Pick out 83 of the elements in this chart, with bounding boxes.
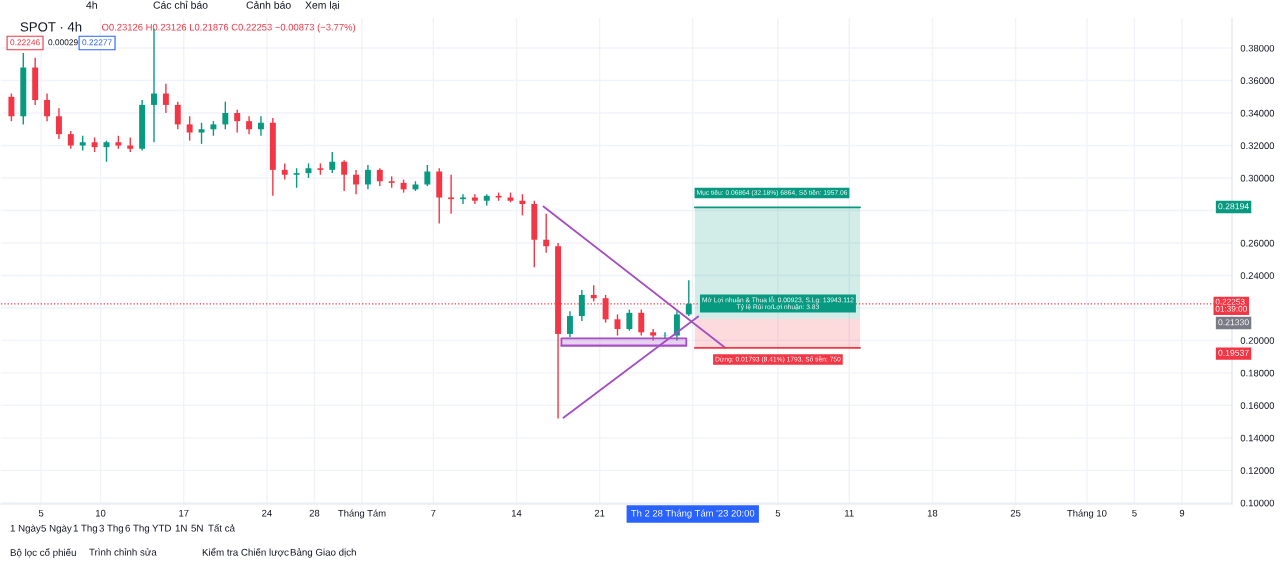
text: 4h: [86, 1, 97, 9]
x-tick-label: 7: [431, 509, 436, 517]
candlestick: [519, 193, 526, 217]
x-tick-label: 14: [511, 509, 522, 517]
y-tick-label: 0.20000: [1240, 337, 1275, 344]
candlestick: [353, 169, 360, 195]
candlestick: [364, 164, 371, 191]
x-tick-label: 10: [96, 509, 106, 517]
y-tick-label: 0.30000: [1240, 174, 1275, 182]
candlestick: [448, 174, 455, 215]
candlestick: [293, 167, 300, 189]
text: Kiểm tra Chiến lược: [202, 547, 289, 558]
text: Tất cả: [208, 524, 236, 532]
text: Bộ lọc cổ phiếu: [10, 548, 76, 558]
text: Xem lại: [305, 1, 340, 11]
candlestick: [626, 308, 633, 332]
candlestick: [55, 107, 62, 140]
text: Bảng Giao dịch: [290, 548, 356, 558]
candlestick: [44, 92, 51, 122]
x-tick-label: 28: [309, 509, 320, 517]
text: 6 Thg: [125, 524, 150, 534]
y-tick-label: 0.24000: [1240, 272, 1275, 279]
x-tick-label: Tháng Tám: [338, 509, 386, 519]
text: 1N: [175, 524, 187, 532]
candlestick: [460, 193, 466, 205]
y-tick-label: 0.26000: [1240, 239, 1275, 247]
x-tick-label: 5: [38, 509, 44, 517]
candlestick: [685, 279, 692, 317]
text: 3 Thg: [99, 524, 124, 534]
candlestick: [162, 83, 169, 114]
y-tick-label: 0.34000: [1240, 109, 1275, 117]
candlestick: [186, 115, 193, 142]
candlestick: [543, 213, 550, 254]
candlestick: [638, 308, 645, 337]
text: 5 Ngày: [41, 524, 72, 534]
y-tick-label: 0.12000: [1240, 467, 1275, 474]
y-tick-label: 0.14000: [1240, 434, 1275, 442]
annotation: 0.19537: [1218, 349, 1249, 356]
y-tick-label: 0.10000: [1240, 499, 1275, 507]
candlestick: [424, 164, 431, 187]
candlestick: [662, 331, 668, 340]
candlestick: [566, 310, 573, 338]
candlestick: [222, 100, 229, 130]
candlestick: [174, 100, 181, 130]
text: 1 Ngày: [10, 524, 41, 534]
candlestick: [329, 151, 336, 174]
y-tick-label: 0.18000: [1240, 369, 1275, 377]
candlestick: [8, 92, 15, 122]
text: 5N: [191, 524, 203, 532]
y-tick-label: 0.38000: [1240, 44, 1275, 52]
text: YTD: [152, 524, 171, 532]
x-tick-label: Tháng 10: [1067, 509, 1107, 519]
annotation: 0.22246: [10, 39, 40, 46]
x-tick-label: 5: [775, 509, 781, 517]
candlestick: [198, 122, 205, 145]
x-tick-label: 11: [845, 509, 854, 517]
text: Các chỉ báo: [153, 0, 208, 9]
candlestick: [234, 109, 241, 134]
annotation: 0.28194: [1218, 203, 1249, 210]
x-tick-label: 25: [1010, 509, 1021, 517]
x-tick-label: 5: [1132, 509, 1137, 517]
candlestick: [257, 115, 264, 137]
x-tick-label: 21: [594, 509, 605, 517]
x-tick-label: Th 2 28 Tháng Tám '23 20:00: [631, 509, 755, 519]
x-tick-label: 24: [262, 509, 272, 517]
text: Trình chỉnh sửa: [89, 548, 157, 556]
text: O0.23126 H0.23126 L0.21876 C0.22253 −0.00873 (−3.77%): [101, 23, 356, 33]
x-tick-label: 17: [179, 509, 189, 517]
annotation: 0.22277: [82, 39, 112, 46]
annotation: 0.00029: [48, 39, 78, 46]
x-tick-label: 9: [1179, 509, 1185, 517]
x-tick-label: 18: [927, 509, 938, 517]
text: Cảnh báo: [246, 0, 291, 9]
annotation: 0.21330: [1218, 319, 1249, 326]
candlestick: [341, 159, 348, 192]
y-tick-label: 0.36000: [1240, 77, 1275, 85]
chart-title: SPOT · 4h: [20, 21, 82, 32]
y-tick-label: 0.32000: [1240, 142, 1275, 150]
y-tick-label: 0.16000: [1240, 402, 1275, 409]
candlestick: [673, 310, 680, 342]
ref-line-label: 0.22253 01:39:00: [1215, 298, 1247, 312]
text: 1 Thg: [73, 524, 98, 534]
candlestick: [578, 289, 585, 322]
